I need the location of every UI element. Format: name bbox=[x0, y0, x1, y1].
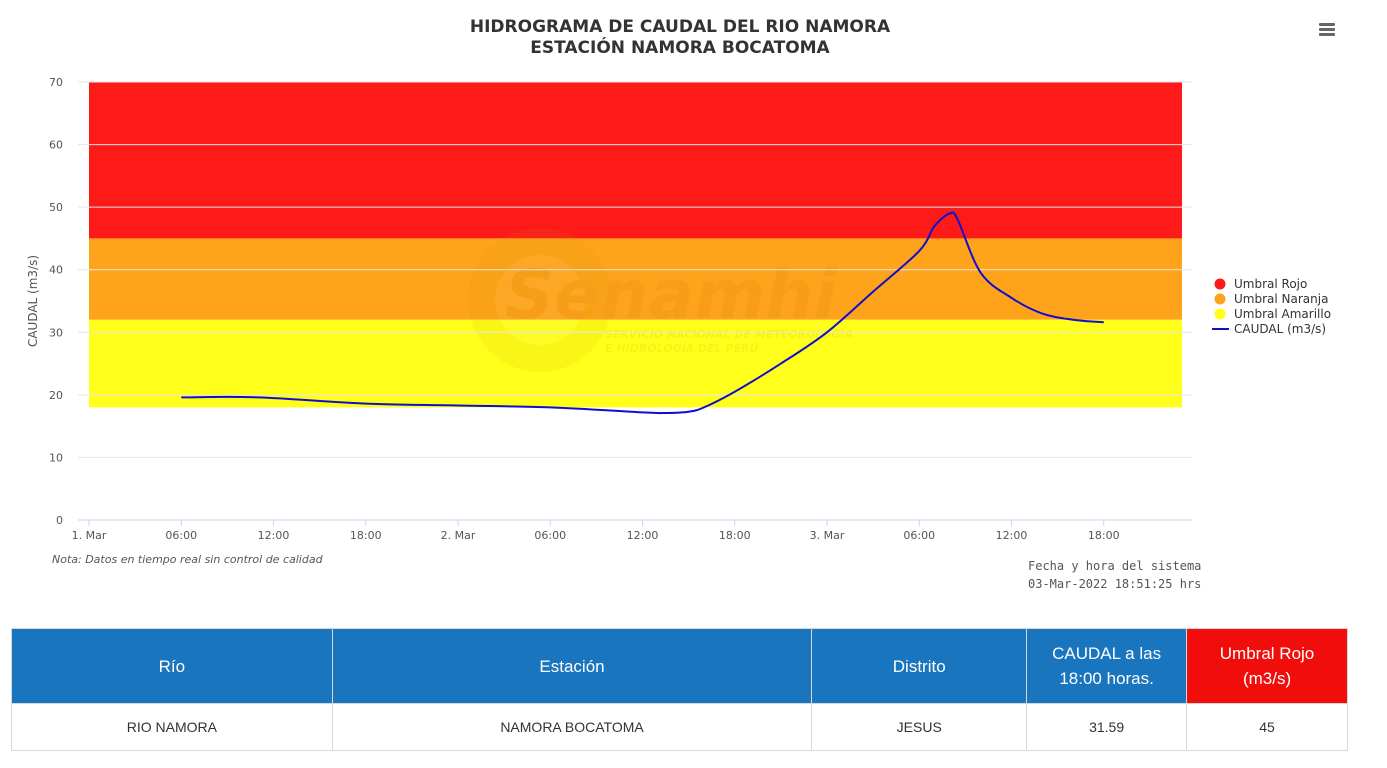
system-date-value: 03-Mar-2022 18:51:25 hrs bbox=[1028, 577, 1201, 591]
x-tick-label: 12:00 bbox=[627, 529, 659, 542]
table-row: RIO NAMORA NAMORA BOCATOMA JESUS 31.59 4… bbox=[11, 703, 1348, 751]
header-estacion: Estación bbox=[331, 628, 813, 704]
x-tick-label: 3. Mar bbox=[810, 529, 845, 542]
header-caudal-line2: 18:00 horas. bbox=[1059, 669, 1154, 688]
chart-subtitle: ESTACIÓN NAMORA BOCATOMA bbox=[530, 36, 830, 58]
x-tick-label: 12:00 bbox=[996, 529, 1028, 542]
watermark-line1: SERVICIO NACIONAL DE METEOROLOGÍA bbox=[605, 328, 853, 341]
senamhi-sun-logo bbox=[468, 228, 612, 372]
cell-rio: RIO NAMORA bbox=[11, 703, 333, 751]
menu-bar-icon bbox=[1319, 23, 1335, 26]
chart-title: HIDROGRAMA DE CAUDAL DEL RIO NAMORA bbox=[470, 17, 891, 37]
legend-marker bbox=[1214, 293, 1226, 305]
cell-umbral: 45 bbox=[1186, 703, 1348, 751]
header-caudal-line1: CAUDAL a las bbox=[1052, 644, 1162, 663]
quality-note: Nota: Datos en tiempo real sin control d… bbox=[52, 553, 324, 566]
y-tick-label: 10 bbox=[49, 451, 63, 464]
legend-item-label[interactable]: Umbral Naranja bbox=[1234, 292, 1328, 306]
caudal-series-line bbox=[181, 211, 1104, 415]
threshold-band-3 bbox=[89, 319, 1182, 408]
cell-distrito: JESUS bbox=[811, 703, 1028, 751]
y-tick-label: 70 bbox=[49, 76, 63, 89]
legend-marker bbox=[1214, 308, 1226, 320]
y-tick-label: 0 bbox=[56, 514, 63, 527]
menu-bar-icon bbox=[1319, 28, 1335, 31]
header-umbral-line2: (m3/s) bbox=[1242, 669, 1292, 688]
x-tick-label: 2. Mar bbox=[441, 529, 476, 542]
header-umbral-rojo: Umbral Rojo (m3/s) bbox=[1186, 628, 1348, 704]
station-info-table: Río Estación Distrito CAUDAL a las 18:00 … bbox=[11, 628, 1348, 751]
chart-menu-button[interactable] bbox=[1312, 16, 1342, 44]
cell-estacion: NAMORA BOCATOMA bbox=[331, 703, 813, 751]
legend-item-label[interactable]: Umbral Amarillo bbox=[1234, 307, 1331, 321]
system-date-label: Fecha y hora del sistema bbox=[1028, 559, 1201, 573]
y-tick-label: 30 bbox=[49, 326, 63, 339]
header-umbral-line1: Umbral Rojo bbox=[1219, 644, 1315, 663]
y-tick-label: 60 bbox=[49, 139, 63, 152]
x-tick-label: 12:00 bbox=[258, 529, 290, 542]
x-tick-label: 06:00 bbox=[165, 529, 197, 542]
x-tick-label: 18:00 bbox=[1088, 529, 1120, 542]
y-axis-label: CAUDAL (m3/s) bbox=[26, 255, 40, 347]
watermark-brand: Senamhi bbox=[505, 256, 839, 335]
cell-caudal: 31.59 bbox=[1026, 703, 1188, 751]
x-tick-label: 06:00 bbox=[903, 529, 935, 542]
x-tick-label: 1. Mar bbox=[72, 529, 107, 542]
watermark-line2: E HIDROLOGÍA DEL PERÚ bbox=[605, 342, 759, 355]
hydrograph-chart: HIDROGRAMA DE CAUDAL DEL RIO NAMORA ESTA… bbox=[26, 17, 1331, 591]
y-tick-label: 20 bbox=[49, 389, 63, 402]
threshold-band-1 bbox=[89, 82, 1182, 239]
y-tick-label: 40 bbox=[49, 264, 63, 277]
legend-item-label[interactable]: CAUDAL (m3/s) bbox=[1234, 322, 1326, 336]
header-distrito: Distrito bbox=[811, 628, 1028, 704]
table-header-row: Río Estación Distrito CAUDAL a las 18:00 … bbox=[11, 628, 1348, 704]
senamhi-watermark: Senamhi SERVICIO NACIONAL DE METEOROLOGÍ… bbox=[468, 228, 853, 372]
menu-bar-icon bbox=[1319, 33, 1335, 36]
x-tick-label: 06:00 bbox=[534, 529, 566, 542]
header-caudal: CAUDAL a las 18:00 horas. bbox=[1026, 628, 1188, 704]
threshold-band-2 bbox=[89, 238, 1182, 320]
x-tick-label: 18:00 bbox=[719, 529, 751, 542]
legend-item-label[interactable]: Umbral Rojo bbox=[1234, 277, 1307, 291]
y-tick-label: 50 bbox=[49, 201, 63, 214]
legend-marker bbox=[1214, 278, 1226, 290]
x-tick-label: 18:00 bbox=[350, 529, 382, 542]
header-rio: Río bbox=[11, 628, 333, 704]
